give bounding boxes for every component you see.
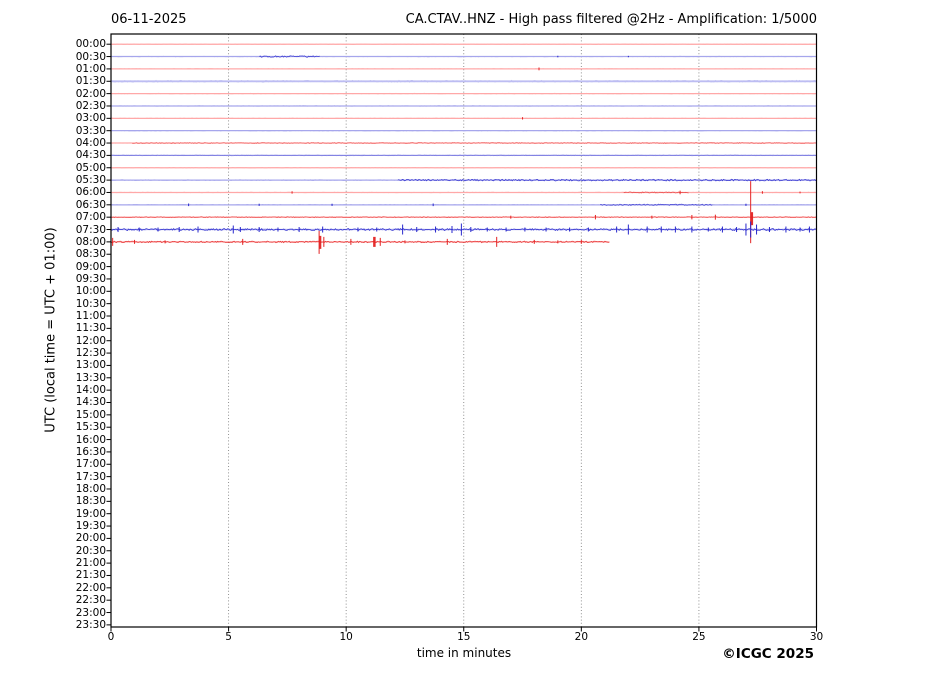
y-tick-label: 07:30 [75,223,106,236]
y-tick-label: 15:00 [75,408,106,421]
y-tick-label: 14:00 [75,384,106,397]
y-tick-label: 00:00 [75,38,106,51]
y-tick-label: 10:30 [75,297,106,310]
y-tick-label: 09:00 [75,260,106,273]
trace-noise [110,191,817,194]
y-tick-label: 18:00 [75,482,106,495]
x-tick-label: 10 [339,631,353,643]
trace-noise [110,105,817,107]
y-tick-label: 02:30 [75,99,106,112]
trace-noise-dark [397,178,817,182]
y-tick-label: 12:30 [75,347,106,360]
y-tick-label: 00:30 [75,50,106,63]
trace-noise [110,167,817,169]
plot-frame [110,33,818,628]
y-tick-label: 03:00 [75,112,106,125]
y-tick-label: 05:30 [75,174,106,187]
trace-noise [110,154,817,157]
x-tick-label: 5 [225,631,232,643]
trace-noise [110,129,817,132]
trace-noise-dark [623,191,689,194]
trace-noise [110,68,817,70]
y-tick-label: 22:00 [75,581,106,594]
y-tick-label: 17:30 [75,470,106,483]
y-tick-label: 01:30 [75,75,106,88]
y-tick-label: 23:30 [75,618,106,631]
y-tick-label: 12:00 [75,334,106,347]
y-tick-label: 18:30 [75,495,106,508]
trace-noise-dark [600,203,713,206]
trace-noise [110,43,817,45]
x-tick-label: 25 [692,631,706,643]
y-tick-label: 16:30 [75,445,106,458]
y-tick-label: 13:00 [75,359,106,372]
y-tick-label: 21:30 [75,569,106,582]
trace-noise-dark [259,55,320,58]
trace-noise [110,79,817,83]
plot-title: CA.CTAV..HNZ - High pass filtered @2Hz -… [405,12,817,27]
trace-noise-dark [132,142,817,145]
y-tick-label: 15:30 [75,421,106,434]
y-tick-label: 04:00 [75,137,106,150]
x-axis-title: time in minutes [416,646,512,660]
x-tick-label: 15 [457,631,471,643]
y-tick-label: 19:30 [75,520,106,533]
y-tick-label: 17:00 [75,458,106,471]
y-tick-label: 07:00 [75,211,106,224]
trace-noise-dark [110,227,817,232]
trace-noise [110,92,817,95]
y-tick-label: 20:30 [75,544,106,557]
y-tick-label: 11:00 [75,310,106,322]
y-tick-label: 08:00 [75,235,106,248]
trace-noise-dark [110,240,610,244]
y-tick-label: 06:30 [75,198,106,211]
trace-noise-dark [110,154,817,157]
y-tick-label: 22:30 [75,594,106,607]
x-tick-label: 20 [574,631,589,643]
y-tick-label: 08:30 [75,248,106,261]
y-tick-label: 21:00 [75,557,106,570]
y-tick-label: 16:00 [75,433,106,446]
copyright-label: ©ICGC 2025 [722,646,814,662]
trace-noise-dark [110,216,817,219]
y-tick-label: 14:30 [75,396,106,409]
y-tick-label: 01:00 [75,62,106,75]
x-tick-label: 0 [107,631,115,643]
x-tick-label: 30 [809,631,824,643]
plot-date: 06-11-2025 [111,12,187,27]
y-tick-label: 11:30 [75,322,106,335]
y-tick-label: 20:00 [75,532,106,545]
y-tick-label: 23:00 [75,606,106,619]
y-tick-label: 10:00 [75,285,106,298]
y-tick-label: 19:00 [75,507,106,520]
y-tick-label: 02:00 [75,87,106,100]
y-tick-label: 04:30 [75,149,106,162]
trace-noise [110,117,817,119]
y-tick-label: 09:30 [75,272,106,285]
y-tick-label: 13:30 [75,371,106,384]
y-tick-label: 03:30 [75,124,106,137]
y-tick-label: 06:00 [75,186,106,199]
y-tick-label: 05:00 [75,161,106,174]
